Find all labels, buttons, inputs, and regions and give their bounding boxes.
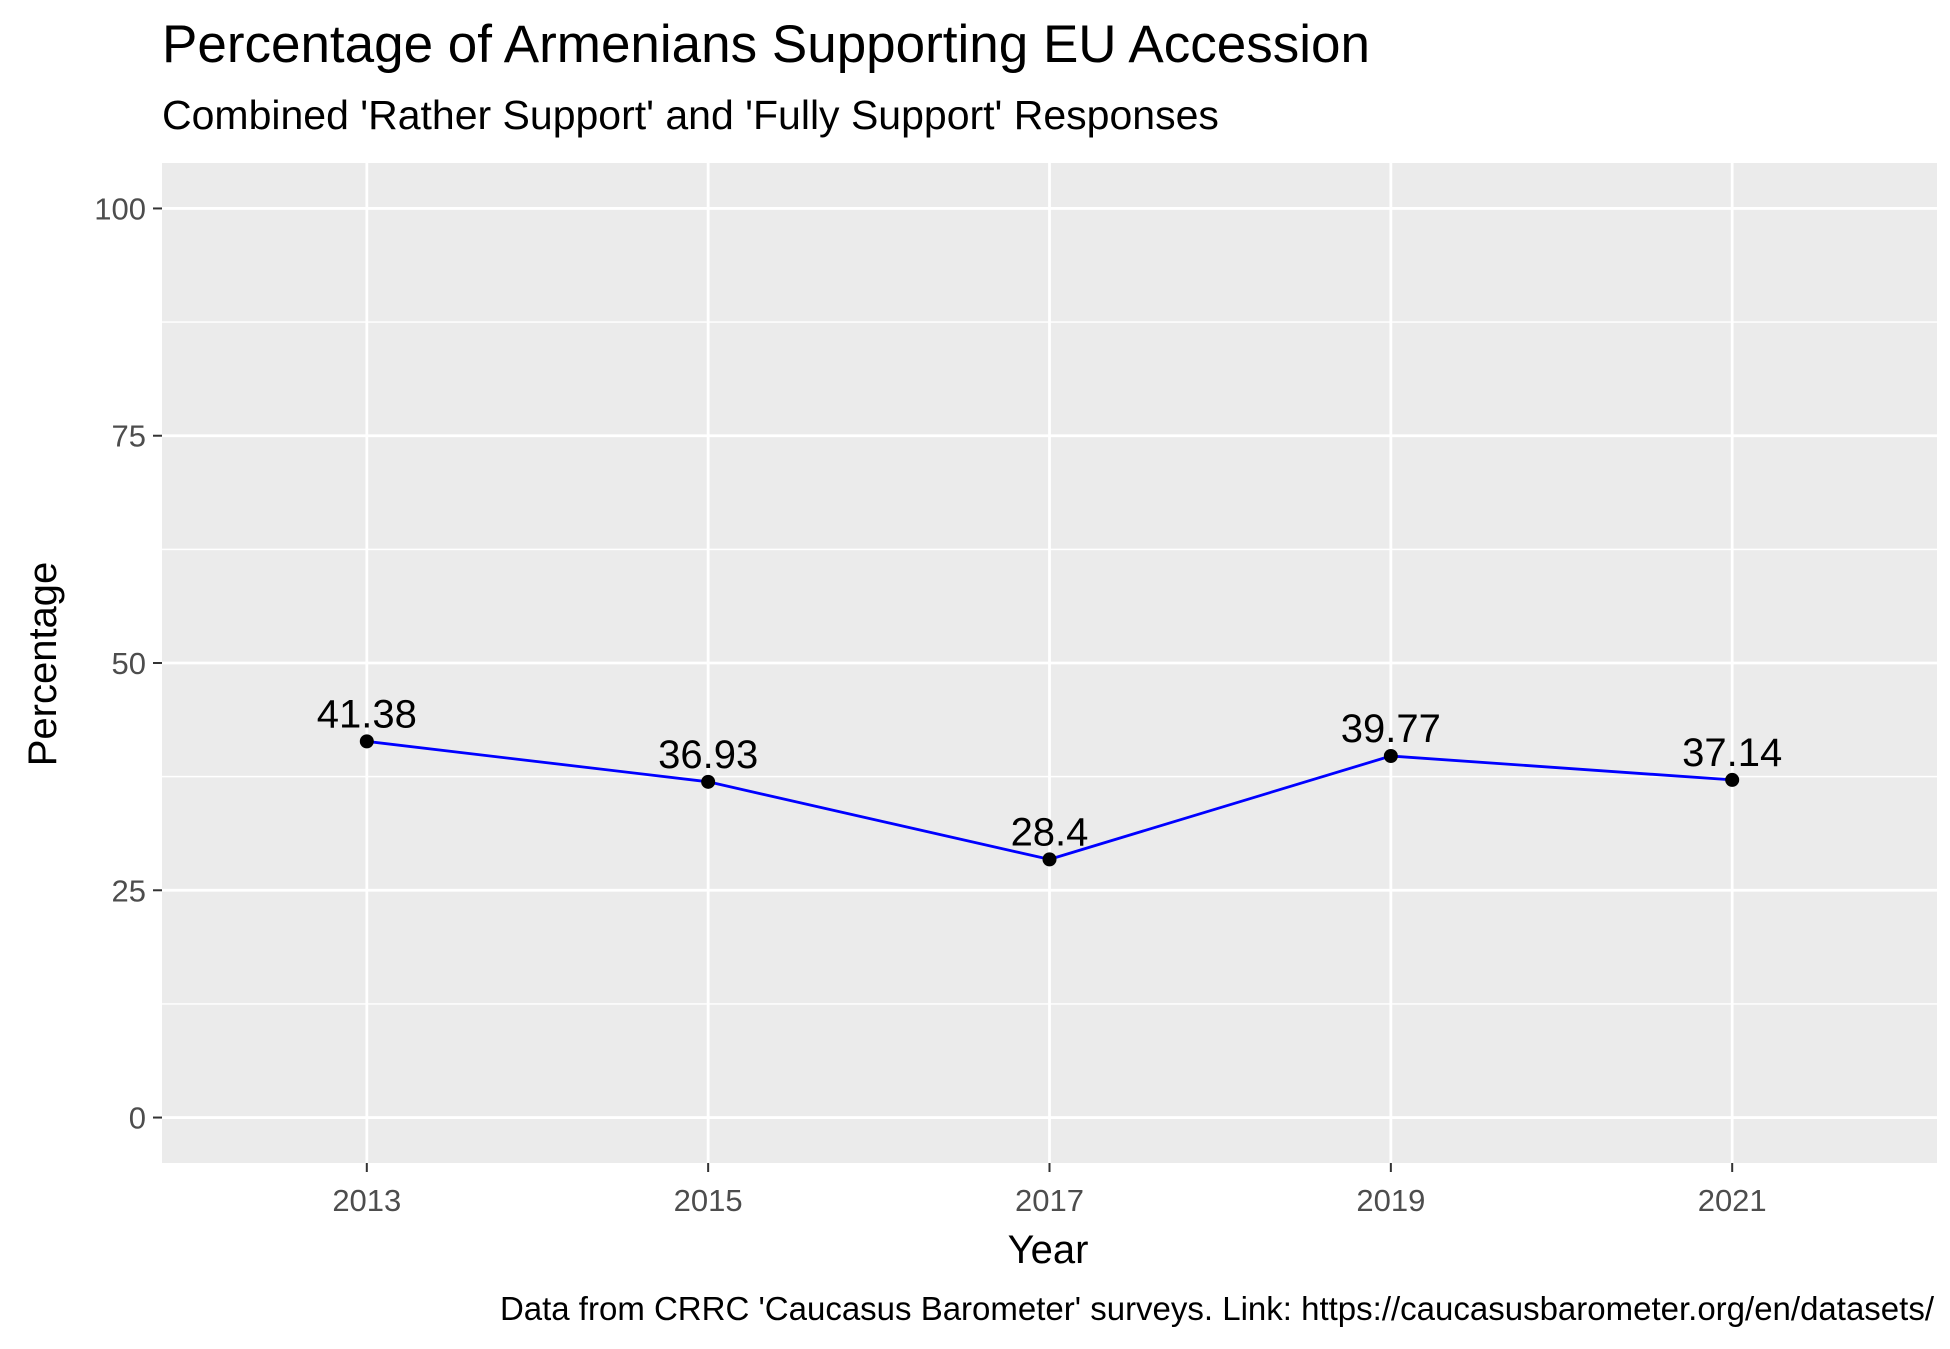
y-tick-label: 25	[112, 873, 146, 908]
data-point	[1725, 772, 1740, 787]
x-tick-label: 2019	[1356, 1183, 1425, 1218]
data-labels: 41.38 36.93 28.4 39.77 37.14	[317, 692, 1782, 854]
x-tick-label: 2017	[1015, 1183, 1084, 1218]
data-label: 41.38	[317, 692, 417, 736]
data-label: 36.93	[658, 733, 758, 777]
x-tick-label: 2021	[1698, 1183, 1767, 1218]
data-point	[701, 774, 716, 789]
y-tick-label: 100	[94, 191, 146, 226]
x-tick-label: 2015	[674, 1183, 743, 1218]
y-axis: 0 25 50 75 100	[94, 191, 162, 1136]
x-axis: 2013 2015 2017 2019 2021	[332, 1163, 1767, 1218]
data-point	[1383, 749, 1398, 763]
chart-caption: Data from CRRC 'Caucasus Barometer' surv…	[499, 1290, 1934, 1327]
y-axis-title: Percentage	[21, 562, 65, 767]
series-support	[359, 734, 1740, 867]
data-label: 28.4	[1011, 810, 1089, 854]
data-label: 39.77	[1341, 707, 1441, 751]
data-point	[1042, 852, 1057, 867]
x-axis-title: Year	[1008, 1228, 1089, 1272]
chart-subtitle: Combined 'Rather Support' and 'Fully Sup…	[162, 92, 1219, 138]
y-tick-label: 75	[112, 419, 146, 454]
x-tick-label: 2013	[332, 1183, 401, 1218]
chart-title: Percentage of Armenians Supporting EU Ac…	[162, 15, 1370, 74]
data-label: 37.14	[1682, 731, 1782, 775]
y-tick-label: 0	[129, 1101, 146, 1136]
data-point	[359, 734, 374, 749]
y-tick-label: 50	[112, 646, 146, 681]
major-gridlines	[162, 163, 1937, 1163]
